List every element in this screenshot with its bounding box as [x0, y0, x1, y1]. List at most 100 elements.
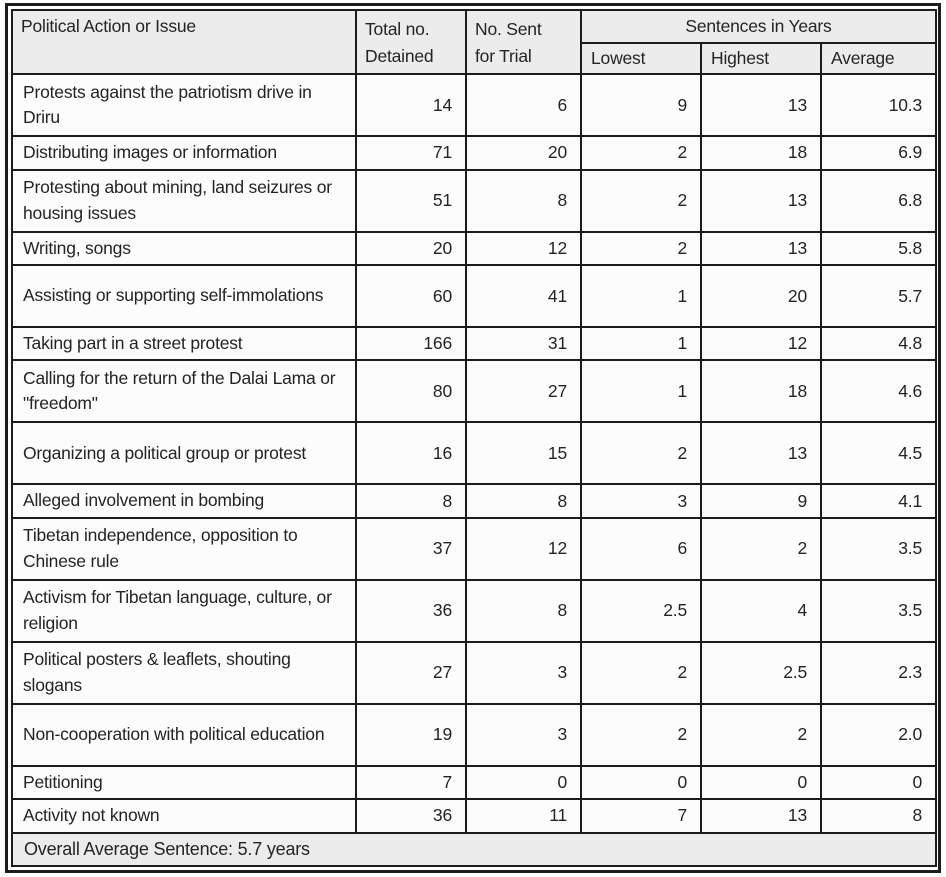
- header-row-2: Lowest Highest Average: [12, 41, 937, 76]
- highest-cell: 9: [700, 483, 822, 519]
- detention-table-frame: Political Action or Issue Total no. Deta…: [5, 3, 941, 873]
- trial-cell: 8: [465, 168, 582, 233]
- detained-cell: 20: [355, 230, 467, 267]
- column-header-sent-for-trial-line2: for Trial: [475, 46, 532, 67]
- highest-cell: 4: [700, 578, 822, 643]
- trial-cell: 27: [465, 359, 582, 424]
- average-cell: 4.5: [820, 421, 937, 486]
- footer-row: Overall Average Sentence: 5.7 years: [11, 831, 937, 867]
- average-cell: 10.3: [820, 73, 937, 138]
- average-cell: 5.8: [820, 230, 937, 267]
- average-cell: 4.8: [820, 325, 937, 362]
- action-cell: Alleged involvement in bombing: [11, 483, 357, 519]
- average-cell: 4.1: [820, 483, 937, 519]
- action-cell: Petitioning: [11, 764, 357, 801]
- detained-cell: 7: [355, 764, 467, 801]
- detained-cell: 51: [355, 168, 467, 233]
- detained-cell: 166: [355, 325, 467, 362]
- highest-cell: 13: [700, 421, 822, 486]
- action-cell: Political posters & leaflets, shouting s…: [11, 640, 357, 705]
- action-cell: Writing, songs: [11, 230, 357, 267]
- table-row: Organizing a political group or protest …: [11, 421, 937, 486]
- trial-cell: 8: [465, 578, 582, 643]
- action-cell: Distributing images or information: [11, 135, 357, 171]
- lowest-cell: 9: [580, 73, 702, 138]
- lowest-cell: 7: [580, 798, 702, 834]
- trial-cell: 6: [465, 73, 582, 138]
- trial-cell: 8: [465, 483, 582, 519]
- column-header-average: Average: [820, 41, 937, 76]
- overall-average-sentence: Overall Average Sentence: 5.7 years: [11, 831, 937, 867]
- lowest-cell: 1: [580, 359, 702, 424]
- lowest-cell: 0: [580, 764, 702, 801]
- action-cell: Taking part in a street protest: [11, 325, 357, 362]
- highest-cell: 2: [700, 702, 822, 767]
- lowest-cell: 3: [580, 483, 702, 519]
- highest-cell: 2: [700, 516, 822, 581]
- detained-cell: 14: [355, 73, 467, 138]
- lowest-cell: 2: [580, 230, 702, 267]
- table-footer: Overall Average Sentence: 5.7 years: [11, 831, 937, 867]
- column-header-total-detained-line2: Detained: [365, 46, 434, 67]
- action-cell: Activity not known: [11, 798, 357, 834]
- header-row-1: Political Action or Issue Total no. Deta…: [11, 8, 937, 76]
- average-cell: 6.9: [820, 135, 937, 171]
- table-row: Protests against the patriotism drive in…: [11, 73, 937, 138]
- table-row: Petitioning 7 0 0 0 0: [11, 764, 937, 801]
- table-row: Taking part in a street protest 166 31 1…: [11, 325, 937, 362]
- average-cell: 8: [820, 798, 937, 834]
- trial-cell: 12: [465, 230, 582, 267]
- detained-cell: 80: [355, 359, 467, 424]
- table-row: Protesting about mining, land seizures o…: [11, 168, 937, 233]
- detained-cell: 36: [355, 578, 467, 643]
- action-cell: Protests against the patriotism drive in…: [11, 73, 357, 138]
- detained-cell: 19: [355, 702, 467, 767]
- lowest-cell: 2: [580, 640, 702, 705]
- column-header-sent-for-trial-line1: No. Sent: [475, 19, 542, 39]
- average-cell: 3.5: [820, 578, 937, 643]
- table-header: Political Action or Issue Total no. Deta…: [11, 8, 937, 76]
- highest-cell: 13: [700, 168, 822, 233]
- table-row: Activism for Tibetan language, culture, …: [11, 578, 937, 643]
- table-row: Assisting or supporting self-immolations…: [11, 264, 937, 328]
- highest-cell: 18: [700, 359, 822, 424]
- action-cell: Calling for the return of the Dalai Lama…: [11, 359, 357, 424]
- column-header-total-detained: Total no. Detained: [355, 8, 467, 76]
- detained-cell: 60: [355, 264, 467, 328]
- column-header-total-detained-line1: Total no.: [365, 19, 430, 39]
- lowest-cell: 6: [580, 516, 702, 581]
- table-row: Political posters & leaflets, shouting s…: [11, 640, 937, 705]
- table-row: Distributing images or information 71 20…: [11, 135, 937, 171]
- trial-cell: 12: [465, 516, 582, 581]
- column-header-lowest: Lowest: [580, 41, 702, 76]
- trial-cell: 41: [465, 264, 582, 328]
- action-cell: Protesting about mining, land seizures o…: [11, 168, 357, 233]
- detained-cell: 71: [355, 135, 467, 171]
- highest-cell: 13: [700, 230, 822, 267]
- table-row: Tibetan independence, opposition to Chin…: [11, 516, 937, 581]
- lowest-cell: 2: [580, 168, 702, 233]
- column-header-political-action: Political Action or Issue: [11, 8, 357, 76]
- column-header-sent-for-trial: No. Sent for Trial: [465, 8, 582, 76]
- trial-cell: 31: [465, 325, 582, 362]
- lowest-cell: 1: [580, 325, 702, 362]
- action-cell: Activism for Tibetan language, culture, …: [11, 578, 357, 643]
- trial-cell: 20: [465, 135, 582, 171]
- table-row: Writing, songs 20 12 2 13 5.8: [11, 230, 937, 267]
- table-row: Activity not known 36 11 7 13 8: [11, 798, 937, 834]
- highest-cell: 0: [700, 764, 822, 801]
- trial-cell: 3: [465, 702, 582, 767]
- average-cell: 2.0: [820, 702, 937, 767]
- highest-cell: 12: [700, 325, 822, 362]
- average-cell: 4.6: [820, 359, 937, 424]
- average-cell: 6.8: [820, 168, 937, 233]
- table-row: Alleged involvement in bombing 8 8 3 9 4…: [11, 483, 937, 519]
- action-cell: Assisting or supporting self-immolations: [11, 264, 357, 328]
- highest-cell: 18: [700, 135, 822, 171]
- average-cell: 3.5: [820, 516, 937, 581]
- highest-cell: 2.5: [700, 640, 822, 705]
- table-body: Protests against the patriotism drive in…: [11, 73, 937, 834]
- detained-cell: 8: [355, 483, 467, 519]
- action-cell: Non-cooperation with political education: [11, 702, 357, 767]
- lowest-cell: 2: [580, 135, 702, 171]
